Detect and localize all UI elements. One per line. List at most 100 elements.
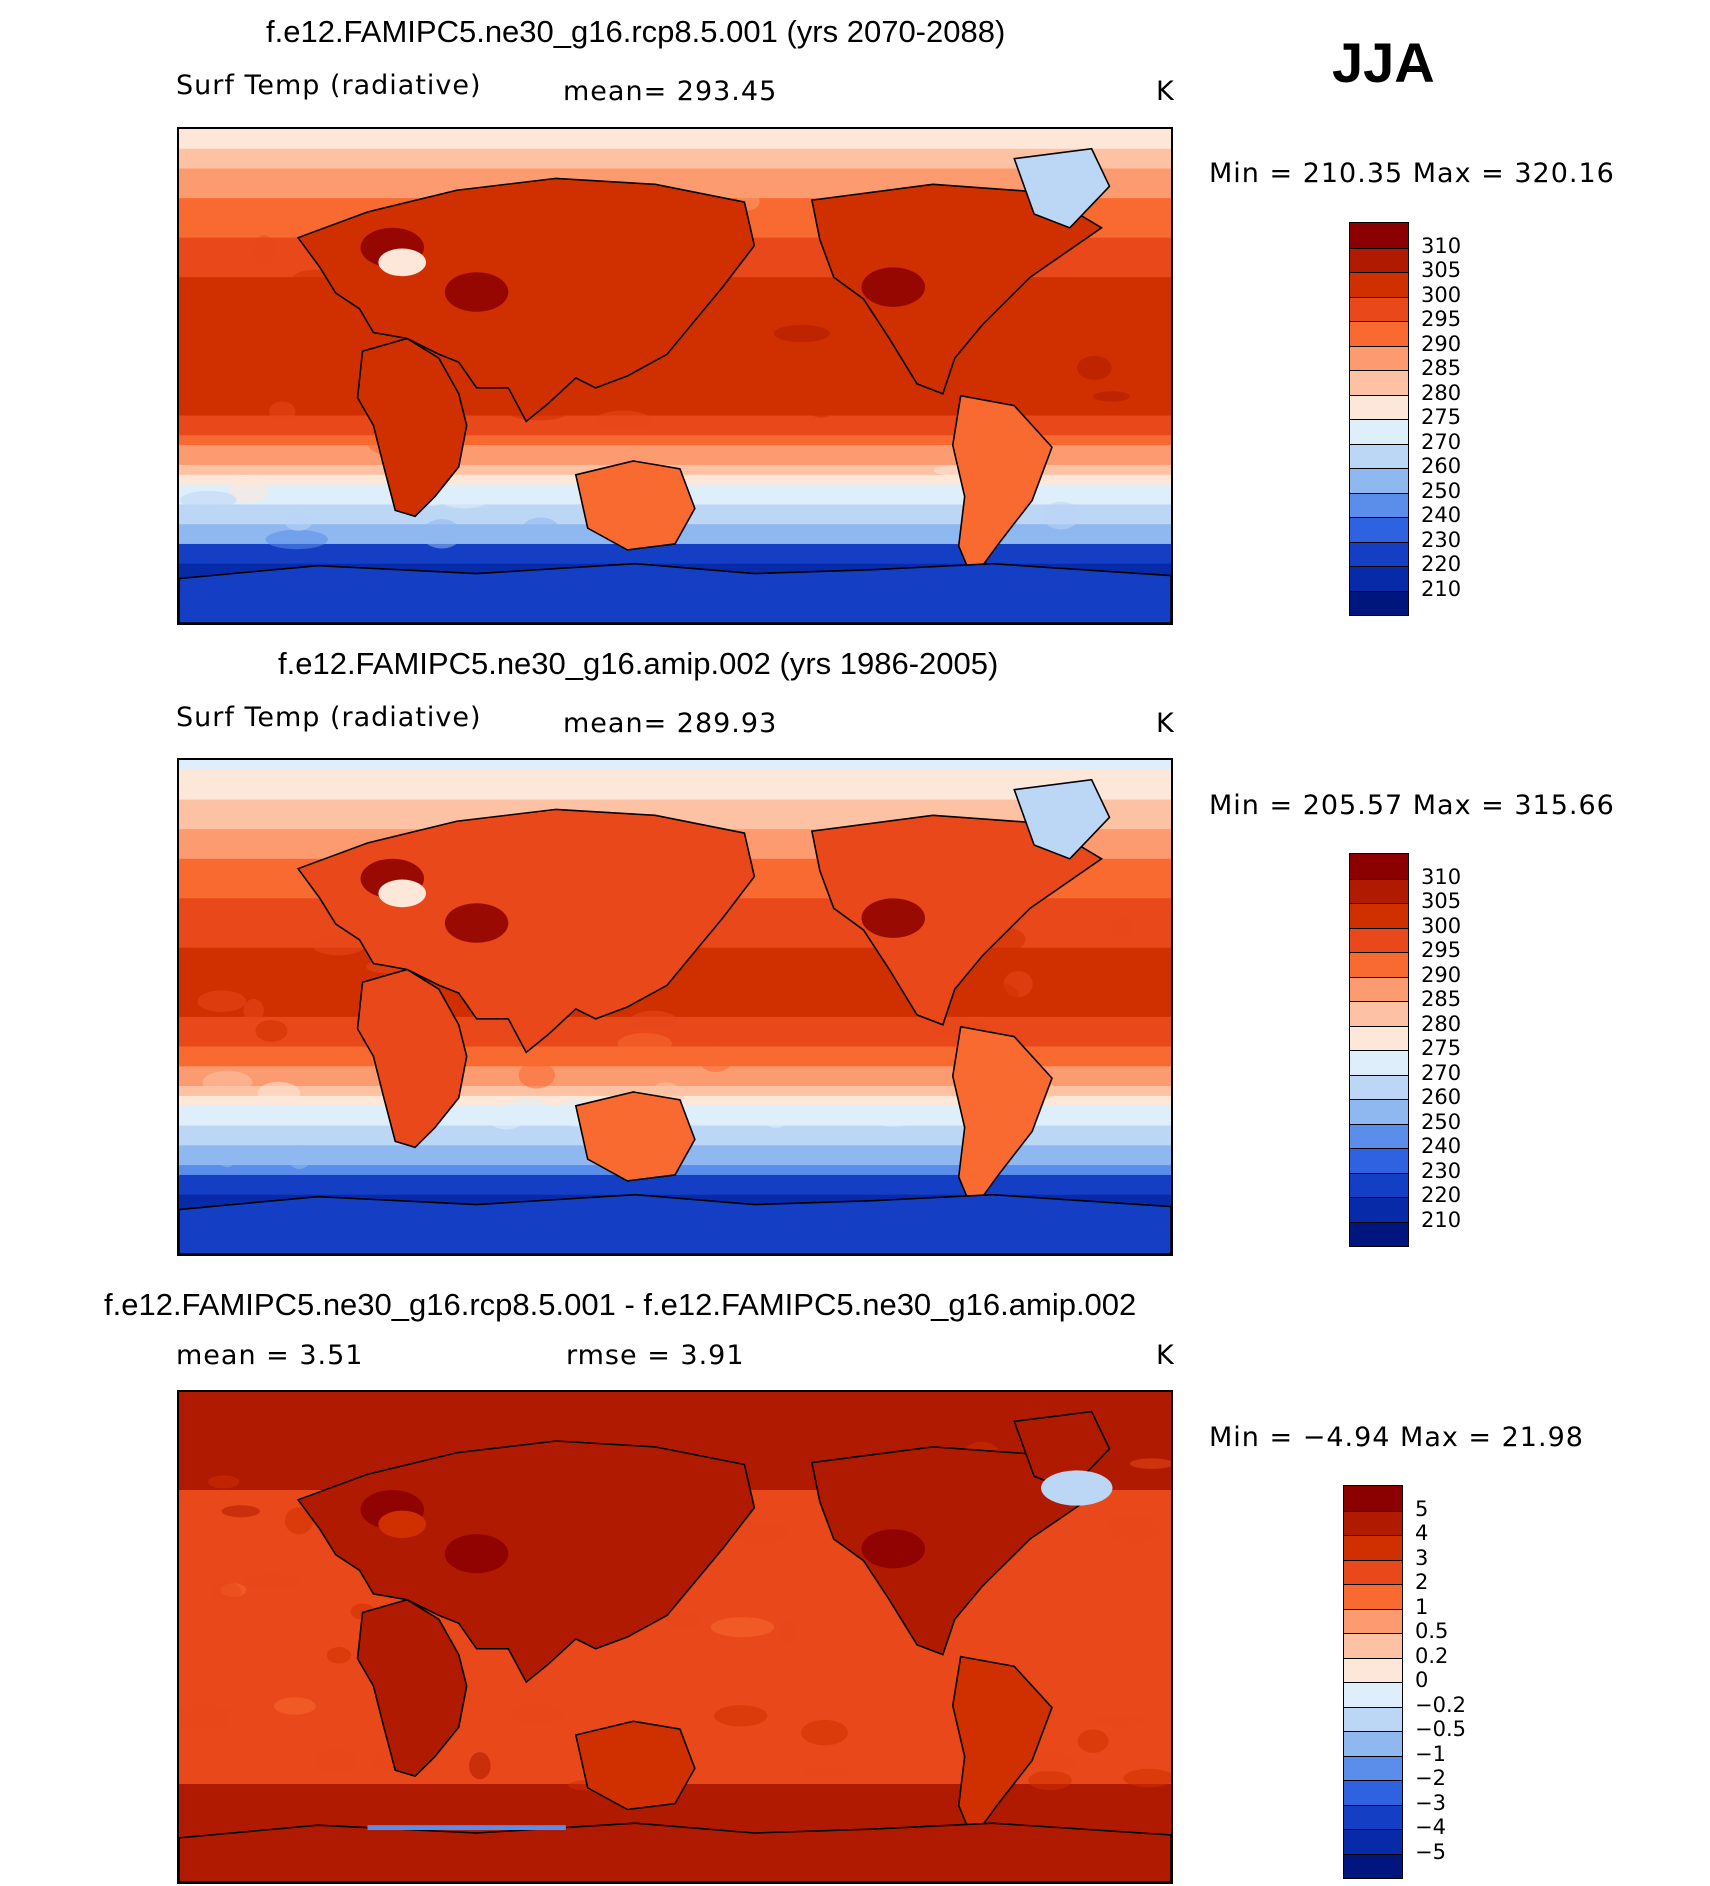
colorbar-swatch — [1344, 1486, 1402, 1511]
colorbar-swatch — [1344, 1657, 1402, 1682]
colorbar-tick-label: 275 — [1421, 1036, 1462, 1060]
colorbar-tick-label: 285 — [1421, 356, 1462, 380]
hot-spot — [444, 903, 509, 943]
field-band — [179, 1066, 1171, 1077]
colorbar-swatch — [1344, 1853, 1402, 1878]
coastline — [179, 1193, 1171, 1254]
panel-3-mean: mean = 3.51 — [176, 1340, 364, 1371]
colorbar-tick-label: 220 — [1421, 1183, 1462, 1207]
hot-spot — [444, 1534, 509, 1574]
colorbar-swatch — [1350, 590, 1408, 615]
field-band — [179, 543, 1171, 555]
field-texture — [617, 1033, 672, 1055]
field-texture — [202, 1070, 253, 1094]
field-texture — [312, 994, 354, 1013]
colorbar-tick-label: −3 — [1415, 1790, 1446, 1815]
coastline — [574, 1091, 696, 1182]
field-band — [179, 376, 1171, 387]
field-texture — [963, 981, 1019, 1007]
colorbar-tick-label: 3 — [1415, 1545, 1429, 1570]
field-texture — [1109, 918, 1135, 937]
colorbar-swatch — [1350, 927, 1408, 952]
field-texture — [208, 1475, 240, 1489]
cool-anomaly — [1041, 1470, 1113, 1506]
plateau-spot — [378, 248, 427, 277]
colorbar-swatch — [1350, 1025, 1408, 1050]
field-texture — [212, 1582, 241, 1602]
field-texture — [504, 1098, 550, 1120]
field-band — [179, 385, 1171, 397]
coastline — [951, 394, 1053, 582]
field-texture — [840, 984, 878, 1014]
field-band — [179, 1401, 1171, 1413]
colorbar-swatch — [1344, 1829, 1402, 1854]
colorbar-swatch — [1344, 1633, 1402, 1658]
field-band — [179, 1411, 1171, 1422]
colorbar-tick-label: 310 — [1421, 864, 1462, 889]
coastline — [574, 460, 696, 551]
colorbar-swatch — [1350, 247, 1408, 272]
field-band — [179, 1637, 1171, 1648]
coastline — [1013, 147, 1111, 229]
field-texture — [180, 490, 237, 510]
colorbar-swatch — [1350, 878, 1408, 903]
panel-3-rmse: rmse = 3.91 — [566, 1340, 745, 1371]
colorbar-swatch — [1350, 1099, 1408, 1124]
colorbar-tick-label: −2 — [1415, 1766, 1446, 1790]
field-texture — [594, 410, 652, 431]
colorbar-swatch — [1344, 1804, 1402, 1829]
field-texture — [1104, 1515, 1161, 1544]
field-band — [179, 1026, 1171, 1038]
field-texture — [1092, 391, 1130, 402]
panel-3-title: f.e12.FAMIPC5.ne30_g16.rcp8.5.001 - f.e1… — [104, 1287, 1137, 1322]
panel-1-variable: Surf Temp (radiative) — [176, 70, 482, 101]
panel-2-map — [177, 758, 1173, 1256]
colorbar-tick-label: 270 — [1421, 429, 1462, 454]
colorbar-tick-label: 240 — [1421, 1134, 1462, 1158]
field-band — [179, 987, 1171, 998]
colorbar-tick-label: 310 — [1421, 233, 1462, 258]
field-band — [179, 138, 1171, 150]
field-band — [179, 1421, 1171, 1432]
colorbar-tick-label: 275 — [1421, 405, 1462, 429]
field-band — [179, 425, 1171, 436]
field-band — [179, 148, 1171, 160]
colorbar-tick-label: 210 — [1421, 576, 1462, 601]
field-band — [179, 1627, 1171, 1638]
colorbar-swatch — [1350, 419, 1408, 444]
coastline — [179, 562, 1171, 623]
field-band — [179, 356, 1171, 367]
season-label: JJA — [1332, 31, 1435, 94]
field-texture — [773, 324, 831, 343]
panel-1-colorbar — [1349, 222, 1409, 616]
colorbar-swatch — [1350, 854, 1408, 879]
plateau-spot — [378, 879, 427, 908]
coastline — [1013, 1410, 1111, 1491]
field-band — [179, 415, 1171, 426]
colorbar-tick-label: 240 — [1421, 503, 1462, 527]
field-texture — [666, 1610, 702, 1628]
field-band — [179, 760, 1171, 771]
field-texture — [278, 282, 335, 303]
hot-spot — [861, 898, 925, 938]
field-texture — [217, 1145, 238, 1168]
field-texture — [1123, 1768, 1171, 1788]
colorbar-tick-label: −0.2 — [1415, 1692, 1466, 1717]
coastline — [951, 1025, 1053, 1213]
field-texture — [522, 517, 560, 541]
panel-3-minmax: Min = −4.94 Max = 21.98 — [1209, 1422, 1584, 1453]
field-band — [179, 1007, 1171, 1018]
field-texture — [314, 1748, 358, 1774]
colorbar-tick-label: 2 — [1415, 1570, 1429, 1594]
field-band — [179, 455, 1171, 466]
field-band — [179, 1174, 1171, 1186]
field-texture — [326, 1647, 352, 1664]
field-texture — [255, 1019, 288, 1042]
field-band — [179, 1656, 1171, 1667]
field-texture — [179, 1704, 231, 1721]
field-band — [179, 1666, 1171, 1677]
colorbar-swatch — [1350, 370, 1408, 395]
field-texture — [630, 1010, 677, 1030]
field-texture — [469, 1752, 491, 1780]
field-band — [179, 789, 1171, 801]
